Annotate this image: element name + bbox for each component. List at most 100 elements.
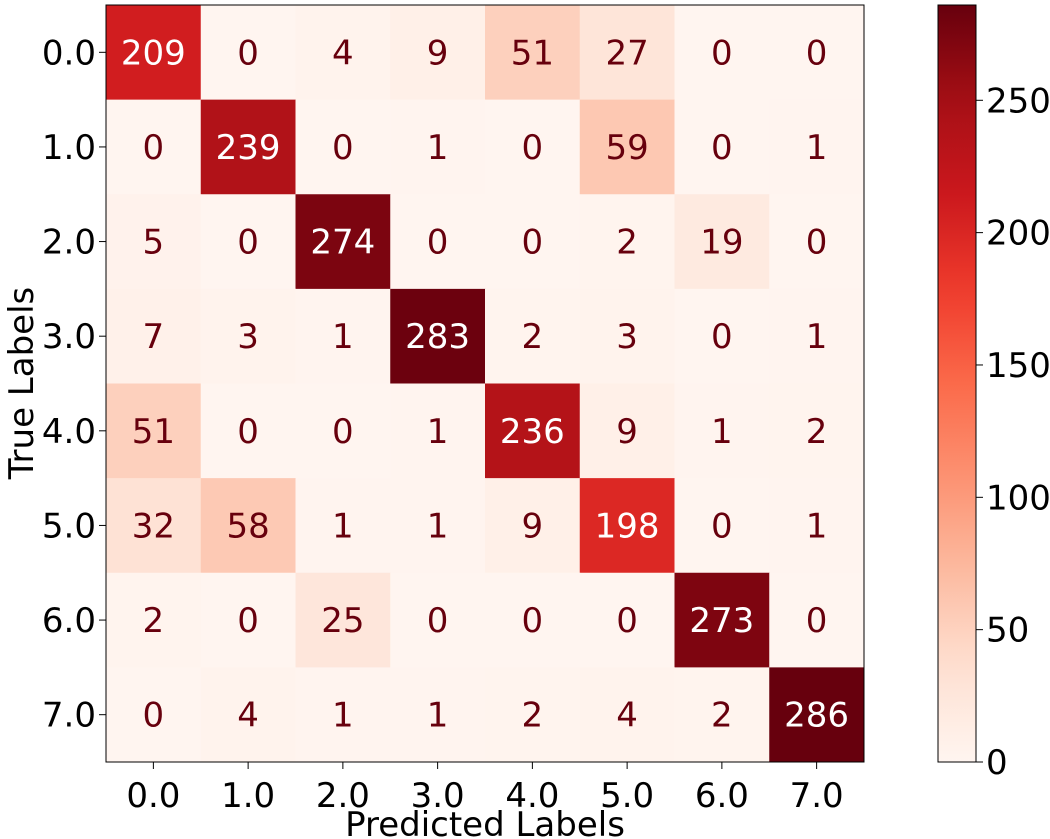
cell-value-label: 1 <box>427 412 449 452</box>
heatmap-cell <box>485 194 581 290</box>
colorbar: 0 50 100 150 200 250 <box>937 4 1050 783</box>
cell-value-label: 3 <box>237 317 259 357</box>
cell-value-label: 1 <box>711 412 733 452</box>
heatmap-cell <box>295 5 391 101</box>
cell-value-label: 2 <box>806 412 828 452</box>
heatmap-cell <box>579 572 675 668</box>
cell-value-label: 1 <box>427 128 449 168</box>
heatmap-cell <box>390 383 486 479</box>
heatmap-cell <box>485 288 581 384</box>
heatmap-cell <box>674 667 770 763</box>
y-tick-label: 3.0 <box>42 317 96 357</box>
y-tick-label: 6.0 <box>42 601 96 641</box>
colorbar-tick-label: 0 <box>986 743 1008 783</box>
heatmap-cell <box>579 99 675 195</box>
heatmap-cell <box>485 383 581 479</box>
cell-value-label: 239 <box>216 128 281 168</box>
cell-value-label: 3 <box>616 317 638 357</box>
heatmap-cell <box>390 288 486 384</box>
heatmap-cell <box>295 383 391 479</box>
heatmap-cell <box>200 667 296 763</box>
cell-value-label: 19 <box>700 223 743 263</box>
colorbar-gradient <box>937 4 977 763</box>
cell-value-label: 209 <box>121 33 186 73</box>
x-tick-label: 3.0 <box>411 776 465 816</box>
y-tick-label: 7.0 <box>42 696 96 736</box>
cell-value-label: 0 <box>616 601 638 641</box>
heatmap-cell <box>106 572 202 668</box>
cell-value-label: 286 <box>784 696 849 736</box>
cell-value-label: 0 <box>332 128 354 168</box>
cell-value-label: 9 <box>427 33 449 73</box>
heatmap-cell <box>390 99 486 195</box>
cell-value-label: 1 <box>332 696 354 736</box>
plot-frame <box>105 4 865 763</box>
heatmap-cell <box>295 572 391 668</box>
cell-value-label: 1 <box>806 317 828 357</box>
heatmap-cell <box>200 99 296 195</box>
colorbar-tick-label: 200 <box>986 214 1050 254</box>
heatmap-cell <box>485 667 581 763</box>
heatmap-cell <box>106 5 202 101</box>
cell-value-label: 0 <box>711 506 733 546</box>
heatmap-cell <box>769 5 865 101</box>
cell-value-label: 198 <box>595 506 660 546</box>
y-axis-ticks: 0.0 1.0 2.0 3.0 4.0 5.0 6.0 7.0 <box>42 33 106 736</box>
heatmap-cell <box>390 572 486 668</box>
cell-value-label: 1 <box>806 128 828 168</box>
cell-value-label: 0 <box>332 412 354 452</box>
x-tick-label: 1.0 <box>221 776 275 816</box>
colorbar-tick-label: 150 <box>986 346 1050 386</box>
heatmap-cell <box>579 5 675 101</box>
heatmap-cell <box>390 478 486 574</box>
cell-value-label: 1 <box>332 317 354 357</box>
heatmap-cell <box>485 5 581 101</box>
cell-value-label: 1 <box>427 506 449 546</box>
cell-value-label: 25 <box>321 601 364 641</box>
heatmap-cell <box>579 383 675 479</box>
heatmap-cell <box>106 478 202 574</box>
y-axis-label: True Labels <box>2 287 42 480</box>
heatmap-cell <box>674 194 770 290</box>
heatmap-cells <box>106 5 865 763</box>
cell-value-label: 0 <box>237 33 259 73</box>
cell-value-label: 4 <box>332 33 354 73</box>
heatmap-cell <box>106 383 202 479</box>
heatmap-cell <box>106 99 202 195</box>
heatmap-cell <box>674 288 770 384</box>
cell-value-label: 51 <box>132 412 175 452</box>
heatmap-cell <box>295 478 391 574</box>
cell-value-label: 7 <box>143 317 165 357</box>
heatmap-cell <box>390 667 486 763</box>
heatmap-cell <box>579 194 675 290</box>
cell-value-label: 0 <box>143 128 165 168</box>
y-tick-label: 0.0 <box>42 33 96 73</box>
heatmap-cell <box>674 383 770 479</box>
heatmap-cell <box>200 383 296 479</box>
heatmap-cell <box>769 383 865 479</box>
cell-value-label: 273 <box>689 601 754 641</box>
heatmap-cell <box>390 194 486 290</box>
heatmap-cell <box>295 667 391 763</box>
cell-value-label: 0 <box>237 223 259 263</box>
heatmap-cell <box>579 288 675 384</box>
colorbar-tick-label: 250 <box>986 81 1050 121</box>
cell-value-label: 4 <box>616 696 638 736</box>
y-tick-label: 1.0 <box>42 128 96 168</box>
heatmap-cell <box>200 288 296 384</box>
cell-value-label: 1 <box>427 696 449 736</box>
cell-value-label: 51 <box>511 33 554 73</box>
heatmap-cell <box>295 194 391 290</box>
cell-value-label: 5 <box>143 223 165 263</box>
cell-value-label: 2 <box>143 601 165 641</box>
y-tick-label: 5.0 <box>42 506 96 546</box>
colorbar-tick-label: 50 <box>986 611 1029 651</box>
cell-value-label: 0 <box>806 223 828 263</box>
cell-value-label: 0 <box>806 601 828 641</box>
heatmap-cell <box>674 99 770 195</box>
cell-value-label: 2 <box>616 223 638 263</box>
heatmap-cell <box>769 572 865 668</box>
heatmap-cell <box>579 667 675 763</box>
cell-value-label: 0 <box>237 601 259 641</box>
